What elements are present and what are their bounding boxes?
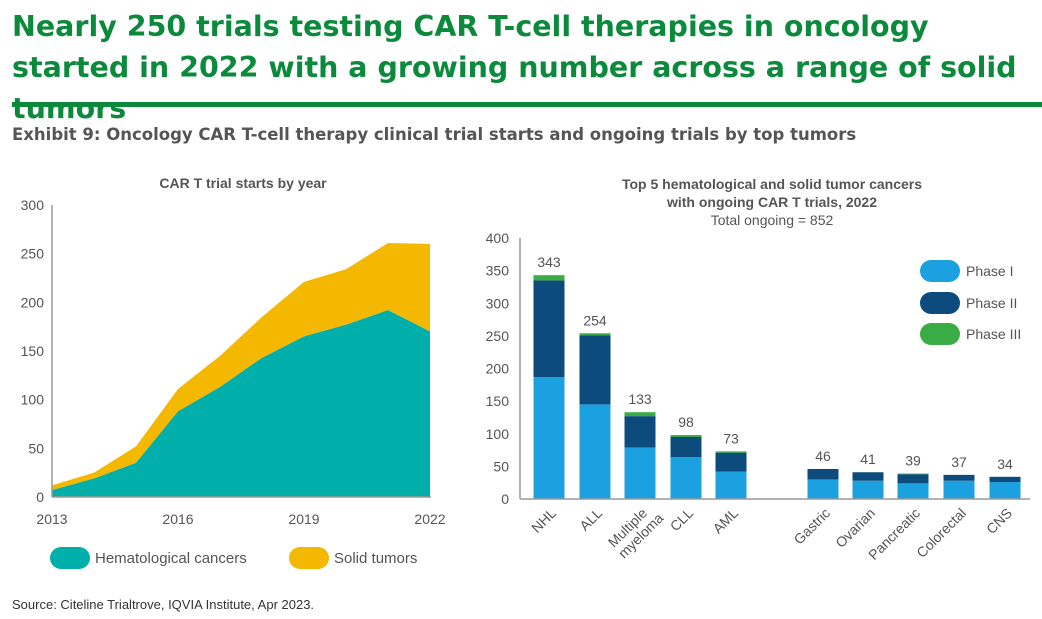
bar-category-label: Ovarian bbox=[832, 505, 878, 551]
bar-total-label: 98 bbox=[678, 414, 694, 430]
bar-total-label: 254 bbox=[583, 312, 607, 328]
bar-segment-phase-3 bbox=[897, 473, 929, 475]
legend-swatch-phase-1 bbox=[920, 260, 960, 282]
area-y-tick-label: 0 bbox=[36, 489, 44, 505]
legend-swatch-phase-3 bbox=[920, 323, 960, 345]
bar-segment-phase-2 bbox=[943, 474, 975, 481]
legend-swatch-phase-2 bbox=[920, 292, 960, 314]
area-x-tick-label: 2013 bbox=[36, 511, 67, 527]
bar-category-label-line: Colorectal bbox=[913, 505, 969, 561]
area-y-tick-label: 200 bbox=[21, 294, 45, 310]
bar-y-tick-label: 400 bbox=[486, 230, 510, 246]
area-x-tick-label: 2022 bbox=[414, 511, 445, 527]
headline: Nearly 250 trials testing CAR T-cell the… bbox=[12, 10, 1017, 125]
bar-chart: Top 5 hematological and solid tumor canc… bbox=[486, 176, 1030, 563]
bar-category-label-line: NHL bbox=[528, 505, 559, 536]
legend-label-phase-1: Phase I bbox=[966, 263, 1013, 279]
area-y-tick-label: 50 bbox=[28, 440, 44, 456]
bar-y-tick-label: 200 bbox=[486, 361, 510, 377]
legend-label-hematological: Hematological cancers bbox=[95, 550, 247, 567]
bar-y-tick-label: 300 bbox=[486, 295, 510, 311]
bar-y-tick-label: 100 bbox=[486, 426, 510, 442]
bar-category-label-line: CLL bbox=[667, 505, 697, 535]
bar-segment-phase-3 bbox=[715, 451, 747, 453]
bar-category-label-line: CNS bbox=[983, 505, 1015, 537]
area-y-tick-label: 100 bbox=[21, 392, 45, 408]
bar-y-tick-label: 50 bbox=[493, 458, 509, 474]
legend-swatch-solid bbox=[289, 547, 329, 569]
legend-label-phase-3: Phase III bbox=[966, 326, 1021, 342]
bar-segment-phase-1 bbox=[670, 457, 702, 499]
bar-segment-phase-1 bbox=[897, 483, 929, 499]
area-hematological-cancers bbox=[52, 310, 430, 497]
bar-total-label: 41 bbox=[860, 451, 876, 467]
bar-segment-phase-1 bbox=[579, 404, 611, 499]
bar-segment-phase-2 bbox=[715, 452, 747, 472]
bar-segment-phase-1 bbox=[624, 447, 656, 499]
bar-total-label: 73 bbox=[723, 430, 739, 446]
area-x-tick-label: 2016 bbox=[162, 511, 193, 527]
bar-category-label-line: AML bbox=[709, 505, 741, 537]
bar-segment-phase-2 bbox=[807, 468, 839, 480]
area-x-tick-label: 2019 bbox=[288, 511, 319, 527]
bar-y-tick-label: 150 bbox=[486, 393, 510, 409]
headline-rule bbox=[12, 102, 1042, 107]
exhibit-title: Exhibit 9: Oncology CAR T-cell therapy c… bbox=[12, 125, 857, 144]
source-note: Source: Citeline Trialtrove, IQVIA Insti… bbox=[12, 597, 315, 612]
bar-chart-title-line-2: with ongoing CAR T trials, 2022 bbox=[666, 194, 877, 210]
bar-segment-phase-2 bbox=[670, 437, 702, 458]
area-y-tick-label: 300 bbox=[21, 197, 45, 213]
bar-category-label: Colorectal bbox=[913, 505, 969, 561]
bar-chart-subtitle: Total ongoing = 852 bbox=[711, 212, 834, 228]
bar-segment-phase-2 bbox=[533, 280, 565, 377]
bar-segment-phase-1 bbox=[715, 471, 747, 499]
bar-segment-phase-2 bbox=[624, 416, 656, 448]
area-chart: CAR T trial starts by year 0 50 100 150 200 25… bbox=[21, 175, 446, 569]
bar-segment-phase-3 bbox=[624, 412, 656, 417]
bar-total-label: 133 bbox=[628, 391, 652, 407]
bar-segment-phase-2 bbox=[579, 335, 611, 405]
bar-segment-phase-1 bbox=[852, 480, 884, 499]
bar-y-tick-label: 0 bbox=[501, 491, 509, 507]
bar-segment-phase-1 bbox=[943, 480, 975, 499]
bar-category-label: NHL bbox=[528, 505, 559, 536]
area-solid-tumors bbox=[52, 242, 430, 491]
bar-total-label: 39 bbox=[905, 453, 921, 469]
bar-category-label: AML bbox=[709, 505, 741, 537]
bar-category-label: Gastric bbox=[790, 505, 833, 548]
bar-segment-phase-2 bbox=[852, 472, 884, 481]
legend-label-solid: Solid tumors bbox=[334, 550, 417, 567]
bar-category-label: ALL bbox=[576, 505, 605, 534]
bar-category-label: CNS bbox=[983, 505, 1015, 537]
area-chart-title: CAR T trial starts by year bbox=[159, 175, 327, 191]
bar-segment-phase-3 bbox=[579, 333, 611, 336]
bar-category-label-line: Gastric bbox=[790, 505, 833, 548]
bar-chart-title-line-1: Top 5 hematological and solid tumor canc… bbox=[622, 176, 922, 192]
bar-category-label-line: ALL bbox=[576, 505, 605, 534]
bar-segment-phase-1 bbox=[807, 479, 839, 499]
bar-segment-phase-2 bbox=[989, 476, 1021, 483]
bar-y-tick-label: 350 bbox=[486, 263, 510, 279]
bar-category-label: Multiplemyeloma bbox=[604, 499, 666, 561]
bar-total-label: 34 bbox=[997, 456, 1013, 472]
bar-category-label: CLL bbox=[667, 505, 697, 535]
bar-segment-phase-3 bbox=[533, 275, 565, 281]
bar-segment-phase-1 bbox=[533, 376, 565, 499]
bar-y-tick-label: 250 bbox=[486, 328, 510, 344]
bar-total-label: 37 bbox=[951, 454, 967, 470]
legend-label-phase-2: Phase II bbox=[966, 295, 1017, 311]
bar-total-label: 46 bbox=[815, 448, 831, 464]
bar-category-label-line: Ovarian bbox=[832, 505, 878, 551]
area-y-tick-label: 150 bbox=[21, 343, 45, 359]
bar-segment-phase-2 bbox=[897, 474, 929, 484]
bar-segment-phase-3 bbox=[670, 435, 702, 438]
bar-segment-phase-1 bbox=[989, 482, 1021, 499]
area-y-tick-label: 250 bbox=[21, 246, 45, 262]
legend-swatch-hematological bbox=[50, 547, 90, 569]
bar-total-label: 343 bbox=[537, 254, 561, 270]
